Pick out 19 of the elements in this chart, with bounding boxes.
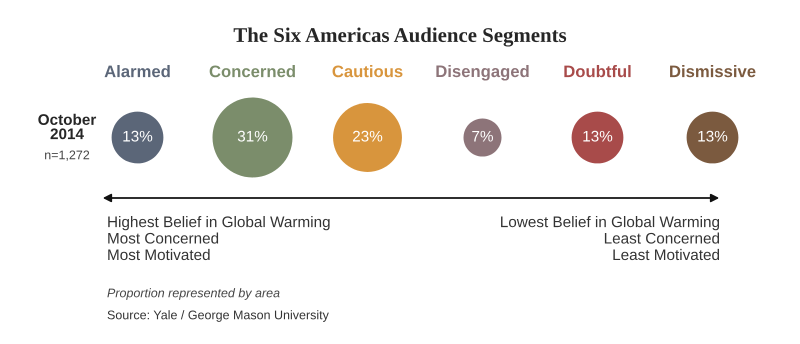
text: Highest Belief in Global Warming Most Concerned Most Motivated bbox=[108, 216, 330, 260]
text: The Six Americas Audience Segments bbox=[234, 27, 566, 47]
text: Proportion represented by area bbox=[107, 288, 280, 300]
category-label: Cautious bbox=[332, 65, 402, 78]
data-label: 13% bbox=[698, 130, 728, 142]
category-label: Dismissive bbox=[670, 65, 756, 78]
text: Lowest Belief in Global Warming Least Concerned Least Motivated bbox=[501, 216, 720, 260]
text: n=1,272 bbox=[45, 150, 90, 161]
data-label: 13% bbox=[123, 130, 152, 142]
category-label: Doubtful bbox=[564, 65, 631, 78]
data-label: 23% bbox=[352, 130, 382, 142]
category-label: Concerned bbox=[210, 65, 295, 78]
category-label: Disengaged bbox=[436, 64, 529, 81]
data-label: 13% bbox=[583, 130, 612, 142]
data-label: 31% bbox=[238, 130, 268, 142]
category-label: Alarmed bbox=[104, 65, 170, 78]
text: October 2014 bbox=[38, 114, 96, 140]
data-label: 7% bbox=[472, 130, 493, 142]
source-note: Source: Yale / George Mason University bbox=[108, 310, 329, 322]
